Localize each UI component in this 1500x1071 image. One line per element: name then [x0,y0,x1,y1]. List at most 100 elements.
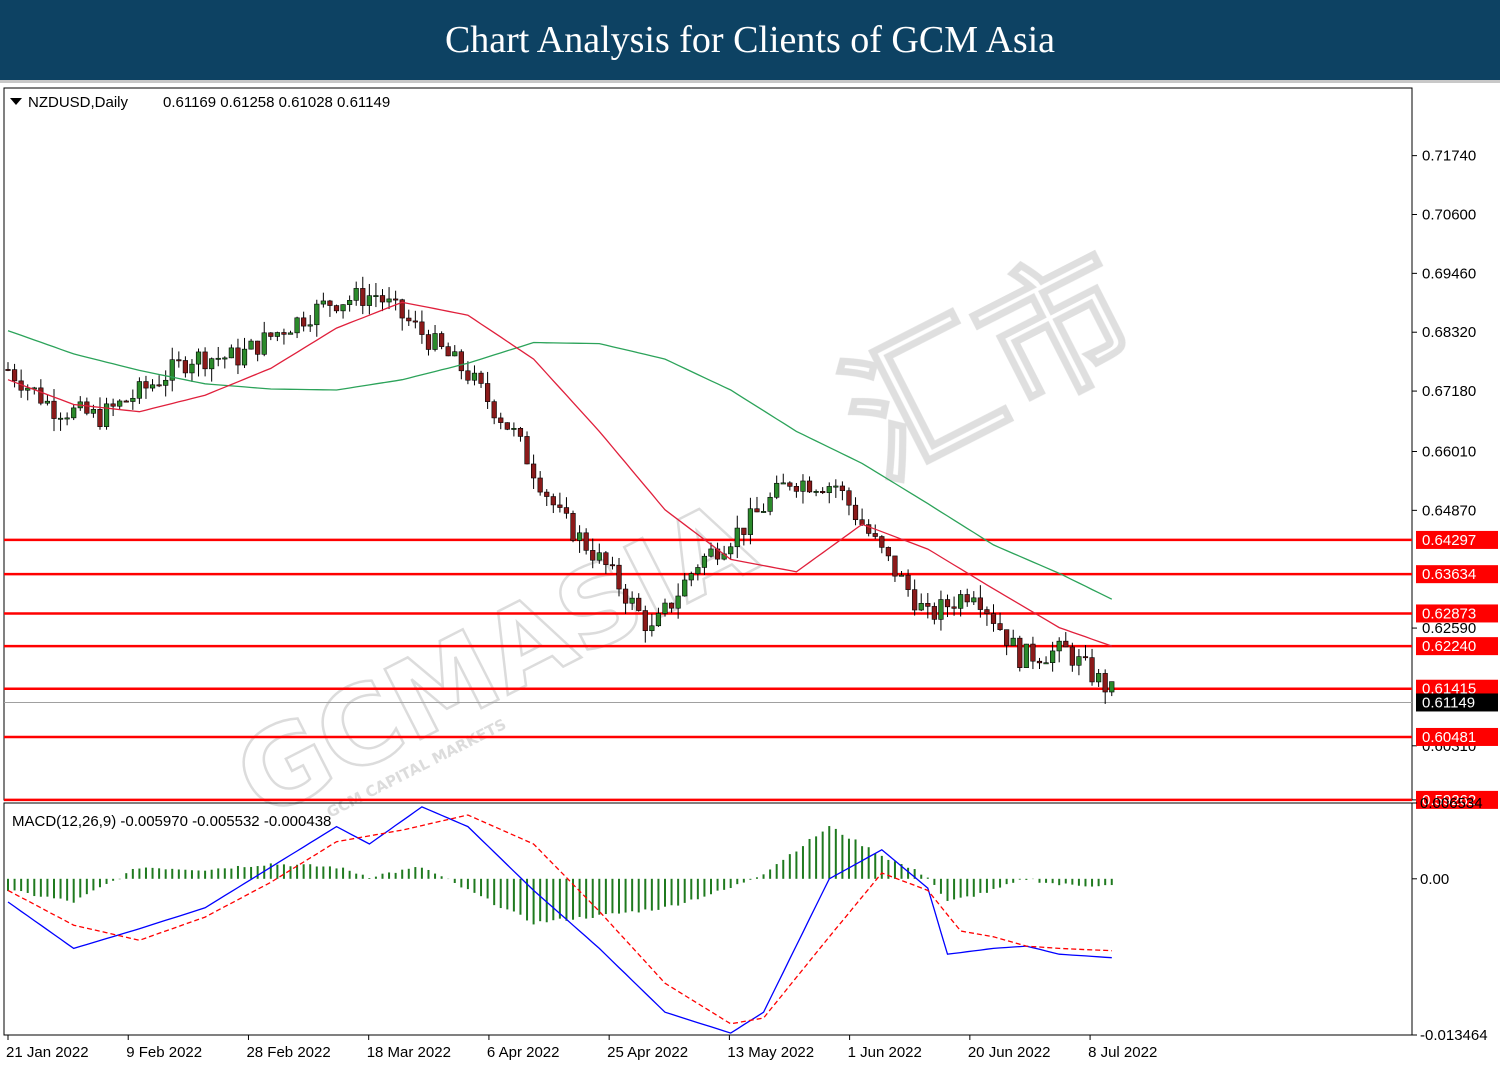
candle-110 [728,542,734,560]
candle-96 [636,593,642,612]
candle-33 [222,356,228,369]
time-tick-label-5: 25 Apr 2022 [607,1044,688,1061]
candle-80 [530,454,537,489]
chart-header: NZDUSD,Daily 0.61169 0.61258 0.61028 0.6… [10,94,390,111]
candle-135 [892,555,898,582]
candle-47 [314,299,320,337]
candle-145 [958,590,964,617]
candle-23 [156,375,162,388]
level-tag-bg-1 [1416,565,1498,584]
candle-163 [1076,649,1082,676]
candle-104 [688,571,694,587]
candle-89 [590,538,596,569]
macd-panel-frame [3,802,1413,1036]
candle-7 [51,389,57,432]
price-tick-label-7: 0.62590 [1422,620,1476,637]
candle-36 [241,337,248,368]
candle-11 [77,396,83,411]
candle-6 [44,394,51,406]
level-tag-bg-0 [1416,530,1498,549]
candle-53 [353,281,359,306]
candle-124 [820,487,826,495]
ma-fast-line [7,301,1113,647]
banner-title: Chart Analysis for Clients of GCM Asia [444,19,1056,61]
banner [0,0,1500,80]
candle-118 [780,473,786,485]
current-price-label: 0.61149 [1422,694,1475,711]
candle-27 [182,356,188,378]
candle-42 [281,328,287,345]
level-tag-label-1: 0.63634 [1422,566,1476,583]
candle-71 [471,365,478,386]
candle-73 [485,371,491,409]
macd-line [7,806,1112,1034]
candle-81 [537,471,543,496]
candle-59 [393,290,399,311]
watermark: GCMASIA GCM CAPITAL MARKETS 汇市 [216,220,1165,845]
candle-150 [990,604,997,632]
candle-72 [478,370,484,388]
price-tick-label-2: 0.69460 [1422,265,1476,282]
candle-101 [668,602,675,613]
level-tag-label-3: 0.62240 [1422,638,1476,655]
level-tag-label-5: 0.60481 [1422,729,1476,746]
candle-154 [1017,635,1023,672]
candle-91 [603,551,609,574]
candle-102 [675,583,681,619]
candle-92 [609,556,616,570]
candle-165 [1089,648,1095,686]
price-tick-label-1: 0.70600 [1422,206,1476,223]
level-tag-label-6: 0.59262 [1422,792,1476,809]
candle-87 [576,525,583,553]
macd-tick-label-0: 0.006534 [1420,795,1483,812]
candle-158 [1043,656,1049,665]
candle-97 [642,605,648,643]
candle-99 [655,607,662,627]
candle-67 [445,342,451,357]
banner-divider [0,80,1500,83]
level-tag-bg-4 [1416,679,1498,698]
candle-57 [379,289,386,312]
candle-164 [1082,645,1089,661]
candle-139 [918,593,924,612]
candle-113 [747,497,754,545]
candle-46 [307,314,313,332]
candle-121 [800,474,806,504]
candle-133 [879,535,885,554]
candle-112 [741,527,747,546]
candle-68 [452,345,458,357]
candle-141 [931,602,937,625]
candle-45 [301,311,307,332]
candle-134 [885,546,891,562]
candle-148 [977,585,983,618]
candle-18 [123,399,129,403]
time-tick-label-4: 6 Apr 2022 [487,1044,560,1061]
candle-35 [235,338,241,375]
macd-label: MACD(12,26,9) -0.005970 -0.005532 -0.000… [12,813,331,830]
candle-70 [465,361,471,385]
candle-93 [616,558,622,597]
time-tick-label-9: 8 Jul 2022 [1088,1044,1157,1061]
symbol-label: NZDUSD,Daily [28,94,129,111]
candle-140 [925,593,931,619]
macd-histogram [7,826,1113,925]
candle-157 [1036,657,1043,669]
candle-142 [938,590,944,631]
time-tick-label-3: 18 Mar 2022 [367,1044,451,1061]
candle-22 [149,379,156,392]
dropdown-arrow-icon[interactable] [10,98,22,105]
candle-61 [406,309,412,326]
candle-79 [524,431,530,465]
candle-160 [1056,637,1062,663]
candle-31 [209,357,215,382]
candle-74 [491,399,497,425]
candle-48 [320,292,326,308]
candle-44 [294,316,300,339]
candle-103 [682,573,688,597]
candle-82 [544,489,550,506]
watermark-brand: GCMASIA [217,477,774,843]
candle-161 [1063,632,1069,648]
candle-41 [274,331,280,342]
candle-122 [806,476,813,493]
